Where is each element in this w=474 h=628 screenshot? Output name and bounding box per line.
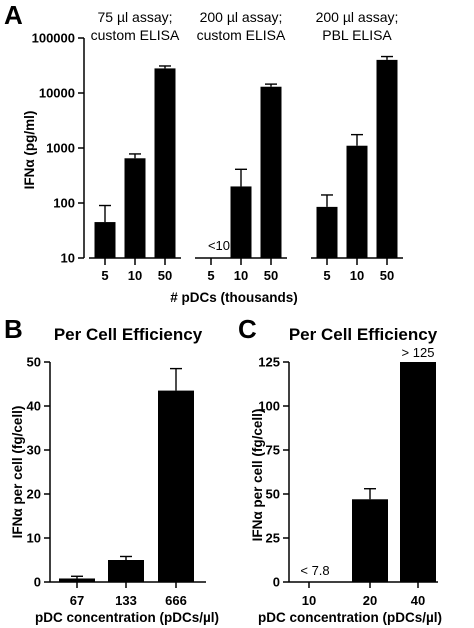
x-tick-label: 5 (323, 268, 330, 283)
group-label-line1: 200 µl assay; (316, 9, 399, 25)
group-label-line1: 75 µl assay; (98, 9, 173, 25)
x-tick-label: 67 (70, 593, 84, 608)
bar (154, 68, 176, 258)
y-tick-label: 100 (53, 196, 75, 211)
y-tick-label: 10 (27, 531, 41, 546)
x-tick-label: 10 (234, 268, 248, 283)
y-tick-label: 10000 (39, 86, 75, 101)
y-tick-label: 1000 (46, 141, 75, 156)
x-tick-label: 5 (101, 268, 108, 283)
bar-group-2: 200 µl assay; custom ELISA 5 10 50 <10 (195, 9, 287, 283)
bar (316, 206, 338, 258)
x-tick-label: 666 (165, 593, 187, 608)
above-range-label: > 125 (402, 345, 435, 360)
y-tick-label: 100 (258, 399, 280, 414)
bar (158, 390, 194, 582)
panel-c-x-axis-title: pDC concentration (pDCs/µl) (258, 610, 442, 625)
x-tick-label: 10 (128, 268, 142, 283)
y-tick-label: 100000 (32, 31, 75, 46)
group-label-line2: custom ELISA (197, 27, 286, 43)
bar (230, 186, 252, 258)
y-tick-label: 25 (266, 531, 280, 546)
panel-a-chart: 10 100 1000 10000 100000 75 µl assay; custom E… (32, 9, 403, 283)
below-detection-label: < 7.8 (300, 563, 329, 578)
panel-b-y-axis-title: IFNα per cell (fg/cell) (10, 406, 25, 539)
panel-b-title: Per Cell Efficiency (54, 325, 203, 344)
panel-letter-a: A (4, 0, 23, 30)
panel-a-y-axis-title: IFNα (pg/ml) (22, 111, 37, 190)
bar-group-3: 200 µl assay; PBL ELISA 5 10 50 (311, 9, 403, 283)
panel-c-y-axis-title: IFNα per cell (fg/cell) (250, 409, 265, 542)
x-tick-label: 50 (264, 268, 278, 283)
panel-c-chart: 0 25 50 75 100 125 10 20 40 < 7.8 > 125 (258, 345, 438, 608)
y-tick-label: 10 (61, 251, 75, 266)
y-tick-label: 40 (27, 399, 41, 414)
group-label-line2: PBL ELISA (322, 27, 392, 43)
bar (260, 86, 282, 258)
panel-c-title: Per Cell Efficiency (289, 325, 438, 344)
x-tick-label: 133 (115, 593, 137, 608)
panel-letter-b: B (4, 314, 23, 344)
bar-group-1: 75 µl assay; custom ELISA 5 10 50 (89, 9, 181, 283)
x-tick-label: 40 (411, 593, 425, 608)
bar (352, 499, 388, 582)
bar (400, 362, 436, 582)
x-tick-label: 10 (350, 268, 364, 283)
group-label-line1: 200 µl assay; (200, 9, 283, 25)
group-label-line2: custom ELISA (91, 27, 180, 43)
y-tick-label: 30 (27, 443, 41, 458)
y-tick-label: 20 (27, 487, 41, 502)
y-tick-label: 50 (27, 355, 41, 370)
y-tick-label: 125 (258, 355, 280, 370)
y-tick-label: 0 (273, 575, 280, 590)
y-tick-label: 50 (266, 487, 280, 502)
bar (59, 578, 95, 582)
y-tick-label: 75 (266, 443, 280, 458)
panel-a-x-axis-title: # pDCs (thousands) (170, 290, 298, 305)
panel-letter-c: C (238, 314, 257, 344)
x-tick-label: 50 (158, 268, 172, 283)
panel-b-chart: 0 10 20 30 40 50 67 133 666 (27, 355, 206, 608)
y-tick-label: 0 (34, 575, 41, 590)
bar (346, 145, 368, 258)
bar (376, 59, 398, 258)
bar (94, 222, 116, 258)
x-tick-label: 5 (207, 268, 214, 283)
panel-b-x-axis-title: pDC concentration (pDCs/µl) (35, 610, 219, 625)
bar (124, 158, 146, 258)
x-tick-label: 50 (380, 268, 394, 283)
below-detection-label: <10 (208, 238, 230, 253)
bar (108, 560, 144, 582)
x-tick-label: 20 (363, 593, 377, 608)
x-tick-label: 10 (302, 593, 316, 608)
